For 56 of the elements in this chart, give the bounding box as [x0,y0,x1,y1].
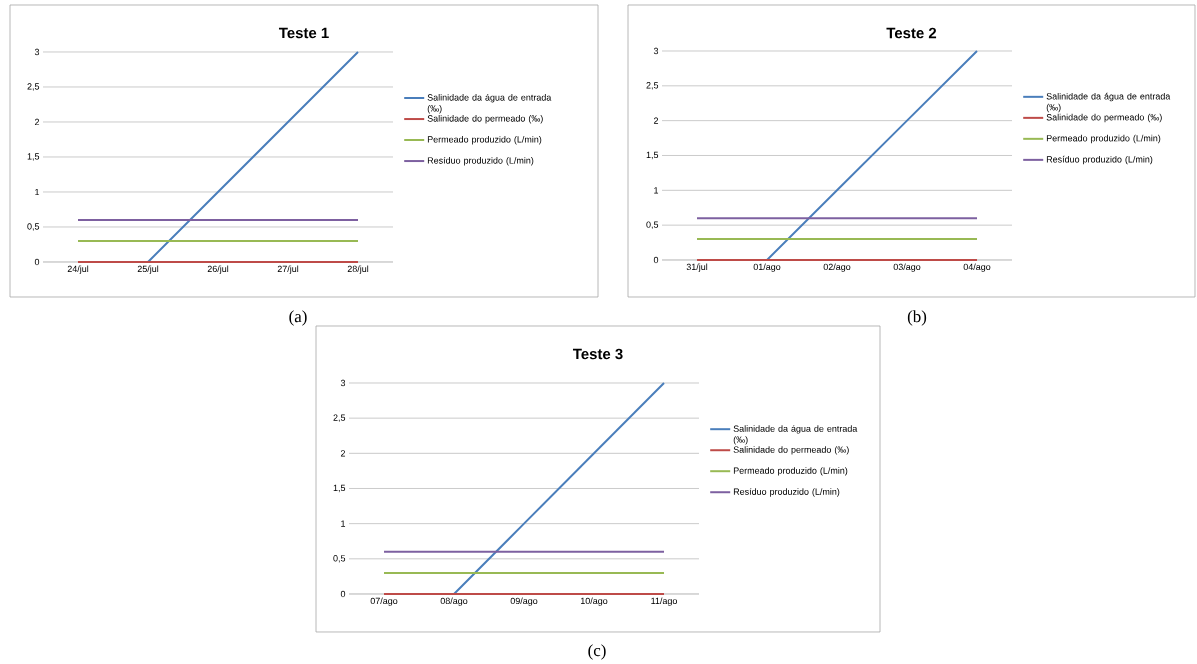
x-tick-label: 01/ago [753,263,781,272]
y-tick-label: 0,5 [333,555,346,563]
legend-label: Salinidade da água de entrada (‰) [427,93,552,114]
y-tick-label: 1,5 [333,484,346,493]
x-tick-label: 09/ago [510,597,538,606]
legend-label: Salinidade do permeado (‰) [427,115,543,124]
x-tick-label: 11/ago [651,597,678,606]
x-tick-label: 26/jul [207,265,229,274]
x-tick-label: 04/ago [963,263,991,272]
text: (c) [588,644,606,660]
y-tick-label: 2,5 [27,83,40,91]
y-tick-label: 2,5 [333,414,346,422]
legend-label: Salinidade da água de entrada (‰) [1046,92,1171,113]
line-series [766,49,979,261]
y-tick-label: 1 [341,520,346,527]
y-tick-label: 2 [34,118,40,126]
legend-label: Resíduo produzido (L/min) [733,488,840,497]
x-tick-label: 07/ago [370,597,398,606]
y-tick-label: 0 [34,258,40,266]
chart-title: Teste 1 [278,27,329,39]
x-tick-label: 24/jul [67,265,89,274]
y-tick-label: 1,5 [646,151,659,160]
y-tick-label: 0 [340,590,346,598]
line-series [453,381,666,595]
legend-label: Permeado produzido (L/min) [1046,134,1161,144]
y-tick-label: 0 [653,256,659,264]
legend-label: Permeado produzido (L/min) [733,467,848,476]
y-tick-label: 1,5 [27,153,40,161]
x-tick-label: 02/ago [823,263,851,272]
y-tick-label: 2 [340,450,346,457]
x-tick-label: 08/ago [440,597,468,606]
y-tick-label: 3 [653,47,659,55]
x-tick-label: 03/ago [893,263,921,272]
legend-label: Salinidade do permeado (‰) [1046,113,1162,123]
text: (a) [289,310,307,326]
legend-label: Resíduo produzido (L/min) [427,156,534,166]
y-tick-label: 2 [653,117,659,124]
y-tick-label: 0,5 [646,221,659,229]
y-tick-label: 3 [340,379,346,387]
x-tick-label: 31/jul [686,263,708,272]
chart-title: Teste 2 [886,27,937,39]
y-tick-label: 1 [654,187,659,194]
y-tick-label: 3 [34,48,40,56]
legend-label: Permeado produzido (L/min) [427,136,542,145]
x-tick-label: 28/jul [347,265,369,274]
legend-label: Salinidade da água de entrada (‰) [733,425,858,445]
legend-label: Salinidade do permeado (‰) [733,446,849,455]
x-tick-label: 25/jul [137,265,159,274]
text: (b) [907,310,927,326]
chart-title: Teste 3 [572,348,623,360]
x-tick-label: 10/ago [580,597,608,606]
y-tick-label: 2,5 [646,82,659,90]
legend-label: Resíduo produzido (L/min) [1046,155,1153,165]
x-tick-label: 27/jul [277,265,299,274]
y-tick-label: 1 [35,188,40,196]
y-tick-label: 0,5 [27,223,40,231]
